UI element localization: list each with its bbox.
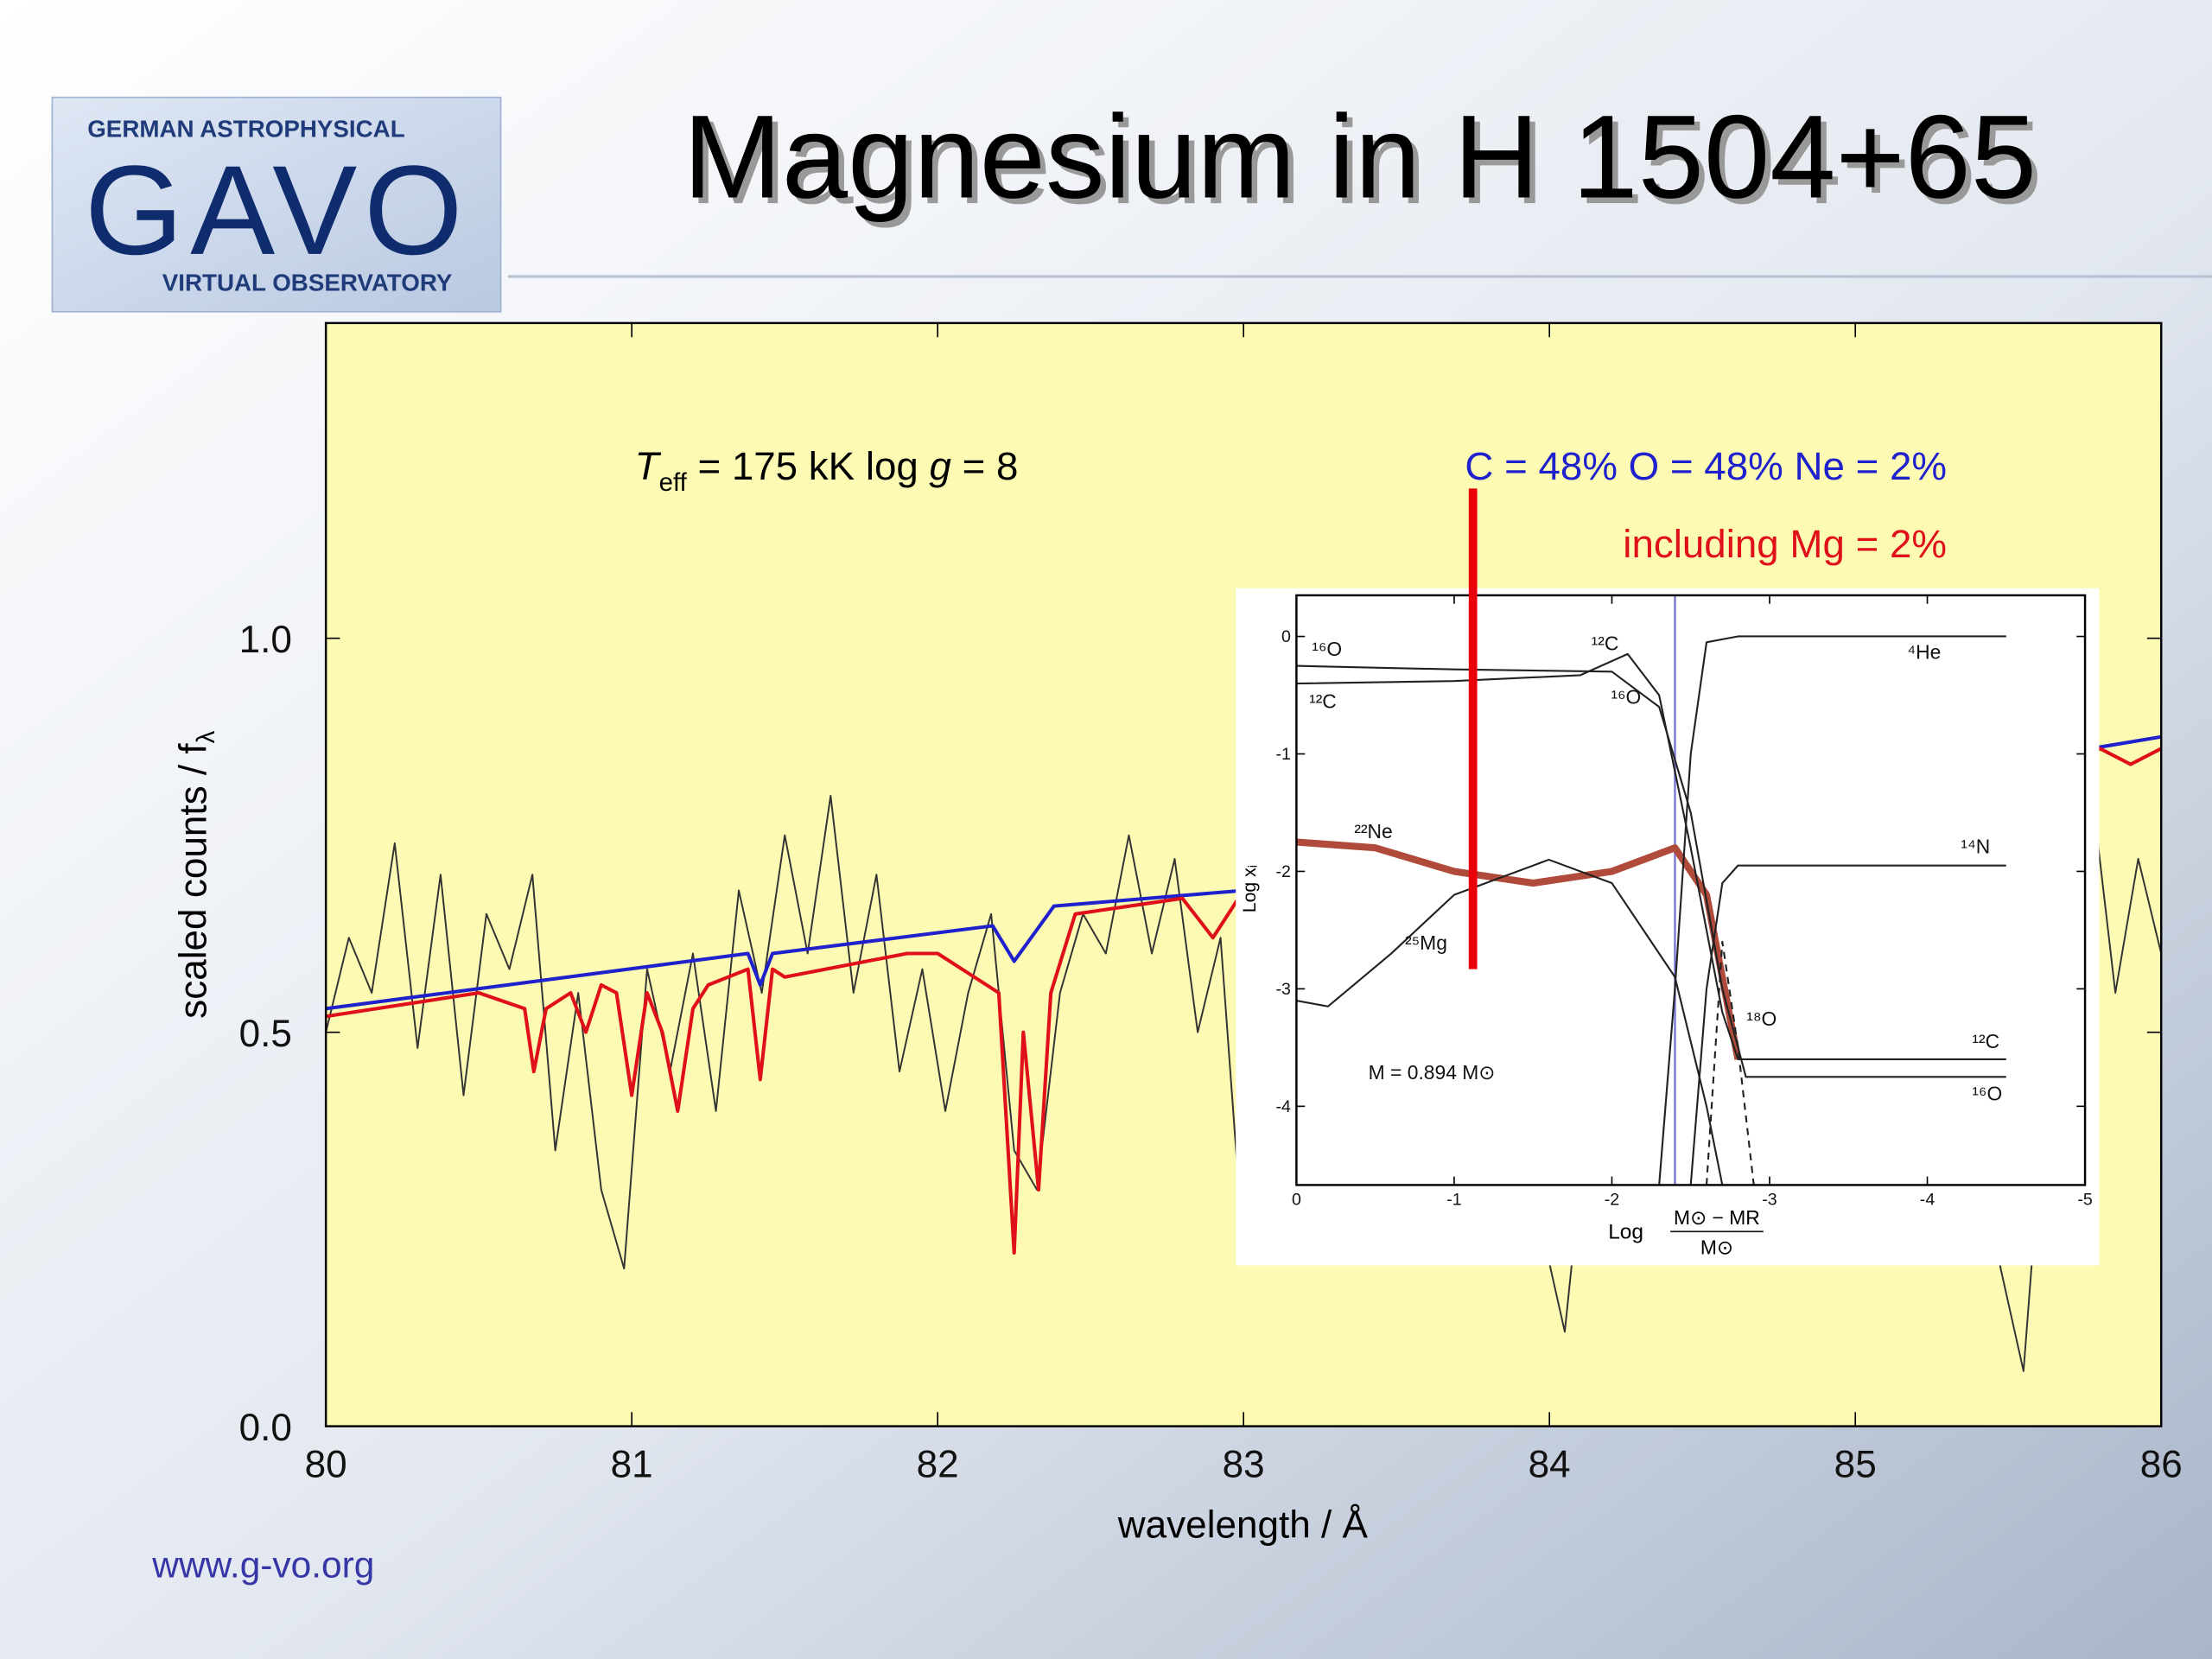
y-tick-label: -4 (1275, 1097, 1291, 1116)
inset-annotation: ⁴He (1907, 640, 1941, 663)
x-tick-label: 80 (305, 1443, 347, 1485)
inset-x-label-num: M⊙ − MR (1674, 1206, 1760, 1229)
plot-frame (1295, 594, 2087, 1186)
series-line (1296, 664, 2006, 1078)
series-line (326, 734, 2162, 1011)
series-line (1689, 864, 2006, 1185)
logo-top: GERMAN ASTROPHYSICAL (87, 115, 404, 142)
x-tick-label: -5 (2077, 1190, 2093, 1209)
model-parameters: Teff = 175 kK log g = 8 (635, 444, 1019, 497)
model-parameter-part: = 175 kK log (687, 444, 930, 488)
inset-annotation: ¹⁸O (1746, 1007, 1777, 1030)
y-axis-label-main: scaled counts / f (172, 743, 214, 1019)
plot-area (1296, 594, 2086, 1185)
y-axis-label: scaled counts / fλ (172, 730, 220, 1019)
y-tick-label: 0.0 (239, 1407, 292, 1449)
series-line (326, 747, 2162, 1255)
model-parameter-part: g (930, 444, 952, 488)
inset-x-label-den: M⊙ (1700, 1236, 1733, 1258)
y-tick-label: -1 (1275, 745, 1290, 764)
legend-entry: including Mg = 2% (1623, 522, 1947, 566)
plot-lines (1296, 594, 2006, 1185)
inset-annotation: ¹⁴N (1961, 836, 1990, 858)
x-tick-label: 81 (611, 1443, 653, 1485)
inset-annotation: ¹⁶O (1611, 686, 1641, 709)
x-tick-label: -4 (1920, 1190, 1936, 1209)
inset-annotation: ¹⁶O (1312, 638, 1342, 660)
model-parameter-part: = 8 (951, 444, 1019, 488)
inset-annotation: ¹²C (1309, 690, 1337, 713)
x-tick-label: -1 (1446, 1190, 1461, 1209)
logo: GERMAN ASTROPHYSICAL GAVO VIRTUAL OBSERV… (51, 96, 502, 313)
x-tick-label: 83 (1223, 1443, 1265, 1485)
model-parameter-part: eff (659, 468, 688, 497)
y-tick-label: 1.0 (239, 619, 292, 661)
title: Magnesium in H 1504+65 (683, 92, 2037, 224)
inset-annotation: ¹²C (1592, 632, 1619, 655)
x-tick-label: 82 (917, 1443, 959, 1485)
series-line (1296, 838, 1742, 1060)
y-tick-label: -3 (1275, 980, 1291, 999)
y-tick-label: 0.5 (239, 1013, 292, 1055)
x-axis-label: wavelength / Å (1117, 1504, 1369, 1547)
legend-entry: C = 48% O = 48% Ne = 2% (1465, 444, 1947, 488)
x-tick-label: -2 (1605, 1190, 1619, 1209)
model-parameter-part: T (635, 444, 662, 488)
title-shadow: Magnesium in H 1504+65 (689, 97, 2043, 229)
logo-bottom: VIRTUAL OBSERVATORY (162, 269, 453, 296)
inset-annotation: ²²Ne (1354, 820, 1392, 842)
inset-annotation: ¹⁶O (1972, 1082, 2002, 1104)
x-tick-label: 0 (1292, 1190, 1301, 1209)
inset-annotation: M = 0.894 M⊙ (1369, 1061, 1496, 1084)
footer-url: www.g-vo.org (151, 1544, 374, 1585)
logo-box (51, 96, 502, 313)
series-line (1658, 635, 2006, 1185)
x-tick-label: 86 (2140, 1443, 2183, 1485)
inset-y-label: Log xᵢ (1240, 865, 1260, 912)
series-line (1296, 652, 2006, 1061)
x-tick-label: -3 (1762, 1190, 1777, 1209)
inset-annotation: ¹²C (1972, 1030, 1999, 1052)
inset-x-label: Log (1608, 1220, 1643, 1243)
x-tick-label: 85 (1834, 1443, 1877, 1485)
x-tick-label: 84 (1529, 1443, 1571, 1485)
y-tick-label: -2 (1275, 862, 1290, 881)
logo-name: GAVO (85, 140, 463, 282)
y-axis-label-sub: λ (192, 730, 220, 743)
inset-annotation: ²⁵Mg (1405, 931, 1447, 954)
inset-chart: 0 -1 -2 -3 -4 -5 0 -1 -2 -3 -4 Log xᵢ Log M⊙ − MR M⊙ ¹⁶… (1236, 588, 2100, 1266)
y-tick-label: 0 (1281, 627, 1291, 646)
series-line (1705, 940, 1755, 1185)
series-line (1296, 858, 1724, 1185)
